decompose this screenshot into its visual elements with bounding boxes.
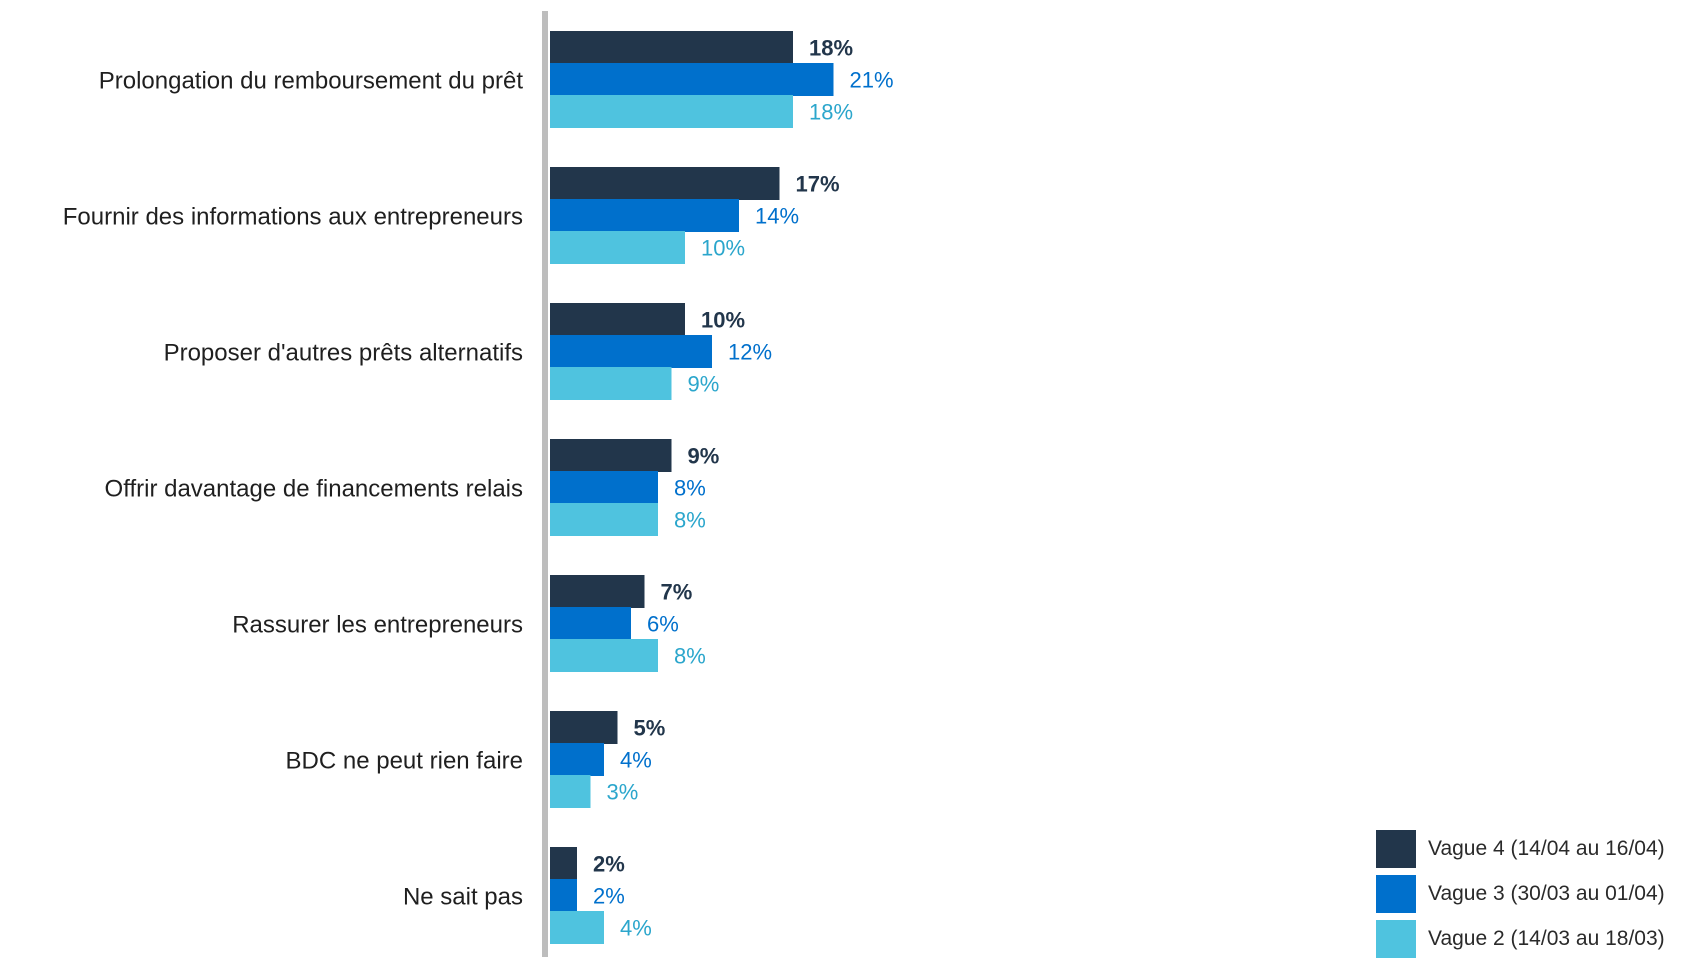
bar-fournir-des-informations-aux-entrepreneurs-series-0 — [550, 167, 780, 200]
legend-label-vague-4: Vague 4 (14/04 au 16/04) — [1428, 836, 1665, 860]
legend-item: Vague 2 (14/03 au 18/03) — [1376, 916, 1696, 961]
bar-prolongation-du-remboursement-du-pret-series-0 — [550, 31, 793, 64]
value-label-bdc-ne-peut-rien-faire-series-1: 4% — [620, 748, 652, 773]
value-labels-group: 18% 21% 18% 17% 14% 10% 10% 12% 9% 9% 8% 8% 7% 6% 8% 5%… — [593, 36, 894, 941]
legend-item: Vague 3 (30/03 au 01/04) — [1376, 871, 1696, 916]
value-label-fournir-des-informations-aux-entrepreneurs-series-1: 14% — [755, 204, 799, 229]
bar-offrir-davantage-de-financements-relais-series-0 — [550, 439, 672, 472]
bar-rassurer-les-entrepreneurs-series-2 — [550, 639, 658, 672]
value-label-bdc-ne-peut-rien-faire-series-0: 5% — [634, 716, 666, 741]
value-label-offrir-davantage-de-financements-relais-series-1: 8% — [674, 476, 706, 501]
bar-proposer-d-autres-prets-alternatifs-series-0 — [550, 303, 685, 336]
bar-ne-sait-pas-series-0 — [550, 847, 577, 880]
legend-label-vague-2: Vague 2 (14/03 au 18/03) — [1428, 926, 1665, 950]
value-label-ne-sait-pas-series-1: 2% — [593, 884, 625, 909]
bar-bdc-ne-peut-rien-faire-series-1 — [550, 743, 604, 776]
legend-item: Vague 4 (14/04 au 16/04) — [1376, 826, 1696, 871]
bars-group — [550, 31, 834, 944]
legend-label-vague-3: Vague 3 (30/03 au 01/04) — [1428, 881, 1665, 905]
category-label-fournir-des-informations-aux-entrepreneurs: Fournir des informations aux entrepreneu… — [63, 204, 523, 231]
value-label-bdc-ne-peut-rien-faire-series-2: 3% — [607, 780, 639, 805]
bar-fournir-des-informations-aux-entrepreneurs-series-2 — [550, 231, 685, 264]
bar-ne-sait-pas-series-2 — [550, 911, 604, 944]
category-labels-group: Prolongation du remboursement du prêt Fou… — [63, 68, 524, 911]
bar-prolongation-du-remboursement-du-pret-series-2 — [550, 95, 793, 128]
bar-bdc-ne-peut-rien-faire-series-0 — [550, 711, 618, 744]
value-label-prolongation-du-remboursement-du-pret-series-0: 18% — [809, 36, 853, 61]
category-label-prolongation-du-remboursement-du-pret: Prolongation du remboursement du prêt — [99, 68, 524, 95]
category-label-ne-sait-pas: Ne sait pas — [403, 884, 523, 911]
value-label-rassurer-les-entrepreneurs-series-1: 6% — [647, 612, 679, 637]
bar-bdc-ne-peut-rien-faire-series-2 — [550, 775, 591, 808]
bar-proposer-d-autres-prets-alternatifs-series-2 — [550, 367, 672, 400]
category-label-rassurer-les-entrepreneurs: Rassurer les entrepreneurs — [232, 612, 523, 639]
category-label-bdc-ne-peut-rien-faire: BDC ne peut rien faire — [286, 748, 523, 775]
value-label-rassurer-les-entrepreneurs-series-0: 7% — [661, 580, 693, 605]
legend-swatch-vague-2 — [1376, 919, 1416, 958]
bar-offrir-davantage-de-financements-relais-series-1 — [550, 471, 658, 504]
bar-rassurer-les-entrepreneurs-series-1 — [550, 607, 631, 640]
bar-offrir-davantage-de-financements-relais-series-2 — [550, 503, 658, 536]
value-label-proposer-d-autres-prets-alternatifs-series-0: 10% — [701, 308, 745, 333]
category-label-offrir-davantage-de-financements-relais: Offrir davantage de financements relais — [105, 476, 523, 503]
value-label-offrir-davantage-de-financements-relais-series-0: 9% — [688, 444, 720, 469]
value-label-ne-sait-pas-series-0: 2% — [593, 852, 625, 877]
value-label-prolongation-du-remboursement-du-pret-series-2: 18% — [809, 100, 853, 125]
bar-rassurer-les-entrepreneurs-series-0 — [550, 575, 645, 608]
value-label-rassurer-les-entrepreneurs-series-2: 8% — [674, 644, 706, 669]
legend-swatch-vague-3 — [1376, 874, 1416, 913]
legend: Vague 4 (14/04 au 16/04) Vague 3 (30/03 … — [1376, 826, 1696, 961]
legend-swatch-vague-4 — [1376, 829, 1416, 868]
value-label-ne-sait-pas-series-2: 4% — [620, 916, 652, 941]
value-label-fournir-des-informations-aux-entrepreneurs-series-2: 10% — [701, 236, 745, 261]
value-label-prolongation-du-remboursement-du-pret-series-1: 21% — [850, 68, 894, 93]
bar-proposer-d-autres-prets-alternatifs-series-1 — [550, 335, 712, 368]
bar-ne-sait-pas-series-1 — [550, 879, 577, 912]
bar-fournir-des-informations-aux-entrepreneurs-series-1 — [550, 199, 739, 232]
category-label-proposer-d-autres-prets-alternatifs: Proposer d'autres prêts alternatifs — [164, 340, 523, 367]
bar-prolongation-du-remboursement-du-pret-series-1 — [550, 63, 834, 96]
value-label-proposer-d-autres-prets-alternatifs-series-2: 9% — [688, 372, 720, 397]
value-label-fournir-des-informations-aux-entrepreneurs-series-0: 17% — [796, 172, 840, 197]
value-label-offrir-davantage-de-financements-relais-series-2: 8% — [674, 508, 706, 533]
value-label-proposer-d-autres-prets-alternatifs-series-1: 12% — [728, 340, 772, 365]
